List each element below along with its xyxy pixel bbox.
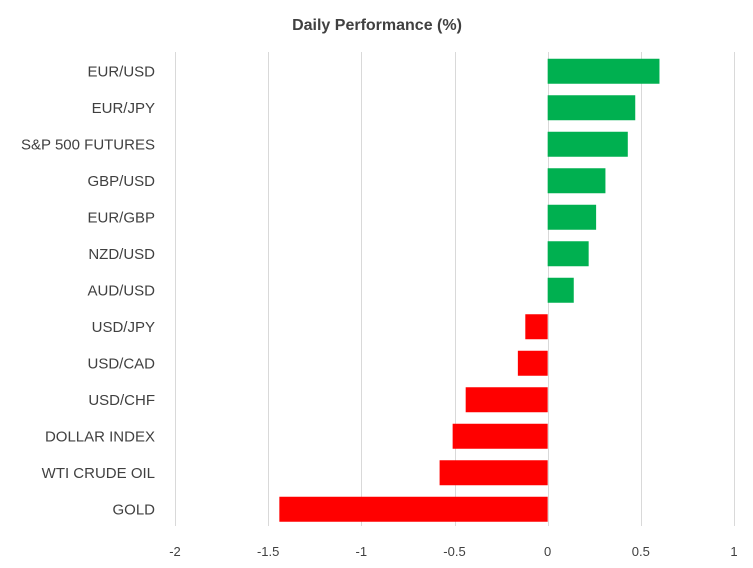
category-label-wti-crude-oil: WTI CRUDE OIL — [42, 465, 155, 482]
category-label-eur-jpy: EUR/JPY — [92, 100, 155, 117]
bar-sandp-500-futures — [547, 131, 628, 157]
bar-nzd-usd — [547, 241, 589, 267]
bar-gbp-usd — [547, 168, 606, 194]
x-tick-label: -1 — [356, 544, 368, 559]
bar-aud-usd — [547, 277, 574, 303]
bar-usd-chf — [465, 387, 548, 413]
category-label-aud-usd: AUD/USD — [87, 282, 155, 299]
category-label-eur-usd: EUR/USD — [87, 63, 155, 80]
category-label-usd-jpy: USD/JPY — [92, 319, 155, 336]
x-tick-label: -0.5 — [443, 544, 465, 559]
category-label-dollar-index: DOLLAR INDEX — [45, 428, 155, 445]
category-label-sandp-500-futures: S&P 500 FUTURES — [21, 136, 155, 153]
category-label-eur-gbp: EUR/GBP — [87, 209, 155, 226]
bar-usd-cad — [517, 350, 548, 376]
x-axis-tick-labels: -2 -1.5 -1 -0.5 0 0.5 1 — [169, 544, 737, 559]
x-tick-label: 1 — [730, 544, 737, 559]
category-labels: EUR/USD EUR/JPY S&P 500 FUTURES GBP/USD EUR/… — [21, 63, 155, 518]
x-tick-label: 0 — [544, 544, 551, 559]
bar-dollar-index — [452, 423, 548, 449]
category-label-gbp-usd: GBP/USD — [87, 173, 155, 190]
x-tick-label: -1.5 — [257, 544, 279, 559]
category-label-usd-chf: USD/CHF — [88, 392, 155, 409]
gridlines — [175, 52, 735, 526]
x-tick-label: 0.5 — [632, 544, 650, 559]
bar-usd-jpy — [525, 314, 548, 340]
bars — [279, 58, 660, 522]
bar-wti-crude-oil — [439, 460, 548, 486]
x-tick-label: -2 — [169, 544, 181, 559]
bar-eur-usd — [547, 58, 660, 84]
bar-eur-jpy — [547, 95, 636, 121]
chart-title: Daily Performance (%) — [292, 17, 462, 34]
category-label-gold: GOLD — [112, 501, 155, 518]
bar-eur-gbp — [547, 204, 597, 230]
bar-gold — [279, 496, 548, 522]
category-label-nzd-usd: NZD/USD — [88, 246, 155, 263]
category-label-usd-cad: USD/CAD — [87, 355, 155, 372]
